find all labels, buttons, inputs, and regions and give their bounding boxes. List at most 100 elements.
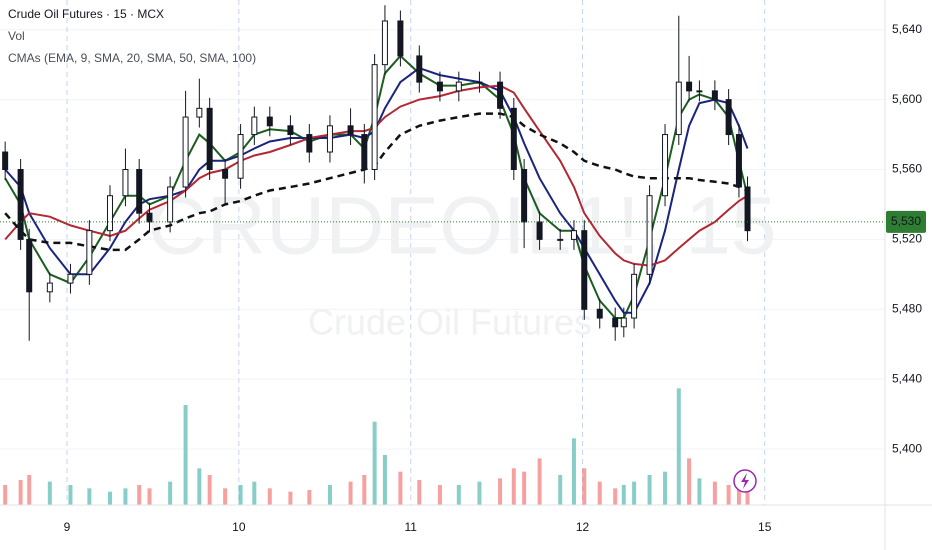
volume-bar [3, 485, 8, 505]
volume-bar [437, 485, 442, 505]
candle-body [361, 134, 368, 170]
candle-body [196, 107, 203, 118]
candle-body [675, 81, 682, 136]
candle-body [287, 125, 294, 136]
volume-bar [697, 478, 702, 505]
grid [0, 0, 885, 505]
y-tick-label: 5,400 [892, 441, 922, 455]
candle-body [67, 273, 74, 284]
volume-bar [726, 485, 731, 505]
volume-bar [621, 485, 626, 505]
volume-bar [327, 485, 332, 505]
volume-bar [498, 478, 503, 505]
x-tick-label: 10 [232, 520, 246, 534]
candle-body [744, 186, 751, 232]
volume-label: Vol [8, 29, 25, 43]
candle-body [510, 107, 517, 170]
candle-body [347, 125, 354, 136]
candle-body [122, 168, 129, 197]
last-price-box [886, 210, 926, 233]
candle-body [620, 317, 627, 328]
indicator-label: CMAs (EMA, 9, SMA, 20, SMA, 50, SMA, 100… [8, 51, 256, 65]
volume-bar [582, 468, 587, 505]
x-tick-label: 12 [576, 520, 590, 534]
volume-bar [477, 481, 482, 505]
volume-bar [398, 471, 403, 505]
volume-bar [267, 488, 272, 505]
volume-bar [18, 480, 23, 505]
y-tick-label: 5,520 [892, 232, 922, 246]
volume-bar [307, 490, 312, 505]
candle-body [266, 116, 273, 127]
plot [0, 5, 885, 505]
volume-bar [207, 475, 212, 505]
candle-body [436, 81, 443, 92]
candle-body [222, 168, 229, 179]
volume-bar [27, 475, 32, 505]
candle-body [206, 107, 213, 170]
candle-body [306, 134, 313, 153]
candle-body [662, 134, 669, 197]
volume-bar [417, 480, 422, 505]
candle-body [735, 134, 742, 188]
candle-body [570, 230, 577, 240]
volume-bar [147, 488, 152, 505]
volume-bar [288, 491, 293, 505]
candle-body [237, 134, 244, 179]
alert-icon[interactable] [733, 469, 757, 493]
candle-body [86, 230, 93, 275]
y-tick-label: 5,640 [892, 22, 922, 36]
candle-body [182, 116, 189, 188]
volume-bar [123, 488, 128, 505]
volume-bar [597, 481, 602, 505]
alert-bolt[interactable] [741, 473, 749, 489]
candle-body [251, 116, 258, 136]
candle-body [646, 195, 653, 275]
x-tick-label: 11 [404, 520, 417, 534]
y-tick-label: 5,560 [892, 162, 922, 176]
candle-body [26, 238, 33, 293]
y-tick-label: 5,600 [892, 92, 922, 106]
volume-bar [107, 491, 112, 505]
y-tick-label: 5,440 [892, 371, 922, 385]
candle-body [326, 125, 333, 153]
candle-body [371, 64, 378, 170]
candle-body [596, 308, 603, 319]
candle-body [46, 282, 53, 293]
volume-bar [632, 481, 637, 505]
watermark: CRUDEOIL1!, 15 [148, 181, 777, 272]
candle-body [136, 168, 143, 214]
volume-bar [372, 421, 377, 505]
volume-bar [68, 485, 73, 505]
volume-bar [613, 488, 618, 505]
volume-bar [647, 475, 652, 505]
volume-bar [511, 468, 516, 505]
watermark-sub: Crude Oil Futures [308, 302, 592, 343]
candle-body [711, 90, 718, 101]
volume-bar [238, 485, 243, 505]
y-tick-label: 5,480 [892, 301, 922, 315]
volume-bar [736, 488, 741, 505]
volume-bar [197, 468, 202, 505]
axes: 5,400 5,440 5,480 5,520 5,560 5,600 5,640 9 10 11… [64, 22, 926, 534]
candle-body [557, 238, 564, 241]
candle-body [416, 55, 423, 83]
x-tick-label: 15 [758, 520, 772, 534]
volume-bar [712, 481, 717, 505]
volume-bar [47, 481, 52, 505]
candle-body [686, 81, 693, 92]
volume-bar [676, 388, 681, 505]
last-price-label: 5,530 [891, 214, 921, 228]
candle-body [581, 230, 588, 310]
volume-bar [537, 458, 542, 505]
candle-body [106, 195, 113, 232]
candle-body [497, 81, 504, 109]
candle-body [521, 168, 528, 223]
volume-bar [663, 471, 668, 505]
volume-bar [348, 481, 353, 505]
candle-body [631, 273, 638, 319]
volume-bar [252, 481, 257, 505]
volume-bar [522, 471, 527, 505]
